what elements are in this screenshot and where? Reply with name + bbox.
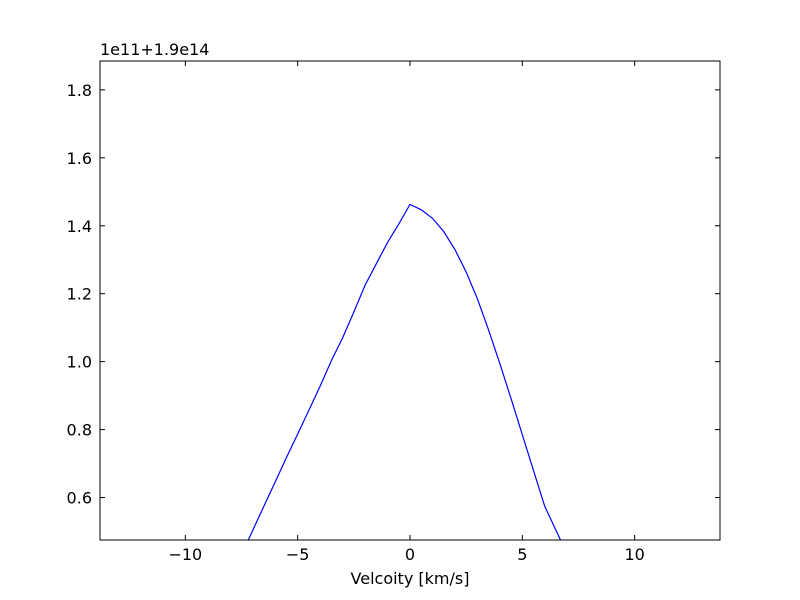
plot-area: −10 −5 0 5 10 0.6 0.8 1.0 1.2 1.4 1.6 1.8 (67, 60, 721, 564)
x-axis-label: Velcoity [km/s] (351, 569, 470, 588)
x-tick-label: −5 (286, 545, 310, 564)
y-tick-label: 1.6 (67, 149, 92, 168)
x-tick-label: 5 (517, 545, 527, 564)
series-layer (247, 203, 562, 541)
y-tick-label: 0.8 (67, 421, 92, 440)
x-tick-label: 0 (405, 545, 415, 564)
y-tick-label: 1.2 (67, 285, 92, 304)
axis-offset-label: 1e11+1.9e14 (100, 40, 209, 59)
axes-frame (99, 60, 721, 541)
x-tick-label: 10 (624, 545, 644, 564)
y-tick-label: 1.4 (67, 217, 92, 236)
x-tick-label: −10 (168, 545, 202, 564)
y-tick-label: 1.0 (67, 353, 92, 372)
series-line-0 (247, 203, 562, 541)
y-tick-label: 1.8 (67, 81, 92, 100)
y-tick-label: 0.6 (67, 489, 92, 508)
ticks-layer: −10 −5 0 5 10 0.6 0.8 1.0 1.2 1.4 1.6 1.8 (67, 61, 720, 564)
